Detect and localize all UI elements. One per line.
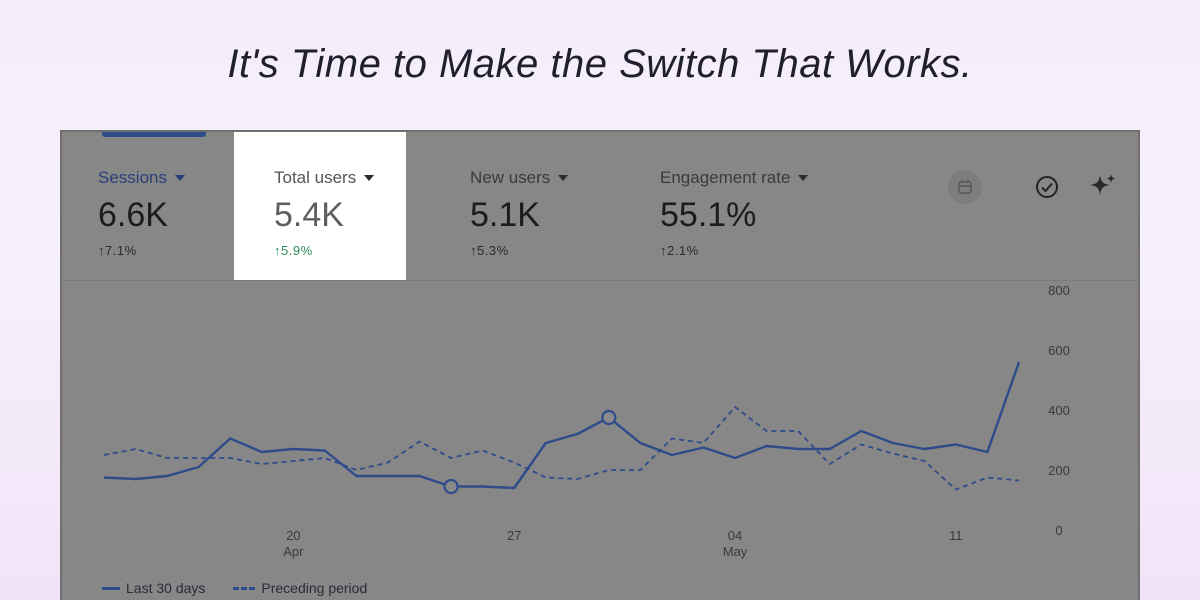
sparkle-icon[interactable] [1086,170,1120,204]
x-tick-label: 20 [286,528,300,543]
legend-label: Preceding period [261,580,368,596]
metrics-divider [62,280,1138,281]
active-tab-indicator [102,132,206,137]
metric-value: 5.1K [470,196,540,234]
metric-engagement-rate[interactable]: Engagement rate 55.1% ↑2.1% [660,132,880,280]
analytics-panel: Sessions 6.6K ↑7.1% Total users 5.4K ↑5.… [60,130,1140,600]
y-tick-label: 400 [1048,403,1070,418]
metric-change: ↑5.3% [470,243,509,258]
data-point-marker[interactable] [601,409,617,426]
metric-value: 55.1% [660,196,757,234]
metric-label-wrap: Sessions [98,168,248,188]
data-point-marker[interactable] [443,478,459,495]
y-tick-label: 600 [1048,343,1070,358]
dropdown-caret-icon[interactable] [364,175,375,181]
metric-label: Total users [274,168,357,187]
metric-label: New users [470,168,551,187]
metric-total-users[interactable]: Total users 5.4K ↑5.9% [234,132,406,280]
chart-legend: Last 30 days Preceding period [102,580,367,596]
series-line-last-30-days [103,361,1021,490]
check-circle-icon[interactable] [1030,170,1064,204]
metric-label-wrap: New users [470,168,650,188]
page-subtitle: It's Time to Make the Switch That Works. [227,42,973,86]
metric-sessions[interactable]: Sessions 6.6K ↑7.1% [98,132,248,280]
metric-change: ↑2.1% [660,243,699,258]
metric-label-wrap: Engagement rate [660,168,880,188]
legend-item-preceding-period[interactable]: Preceding period [233,580,367,596]
y-tick-label: 0 [1055,523,1062,538]
metric-value: 5.4K [274,196,344,234]
page-heading-cropped [100,0,1100,10]
metric-label-wrap: Total users [274,168,406,188]
legend-label: Last 30 days [126,580,206,596]
metric-change: ↑7.1% [98,243,137,258]
x-tick-month-label: Apr [283,544,304,559]
compare-icon[interactable] [948,170,982,204]
x-tick-label: 27 [507,528,521,543]
x-tick-label: 04 [728,528,742,543]
x-tick-label: 11 [949,528,963,543]
series-line-preceding-period [103,406,1020,491]
y-tick-label: 200 [1048,463,1070,478]
x-tick-month-label: May [723,544,748,559]
metric-change: ↑5.9% [274,243,313,258]
metric-label: Sessions [98,168,167,187]
metric-new-users[interactable]: New users 5.1K ↑5.3% [470,132,650,280]
legend-solid-swatch [102,586,120,590]
metric-value: 6.6K [98,196,168,234]
dropdown-caret-icon[interactable] [174,175,185,181]
y-tick-label: 800 [1048,283,1070,298]
legend-dashed-swatch [233,586,256,590]
metric-label: Engagement rate [660,168,791,187]
dropdown-caret-icon[interactable] [798,175,809,181]
legend-item-last-30-days[interactable]: Last 30 days [102,580,205,596]
metrics-row: Sessions 6.6K ↑7.1% Total users 5.4K ↑5.… [62,132,1138,280]
dropdown-caret-icon[interactable] [558,175,569,181]
